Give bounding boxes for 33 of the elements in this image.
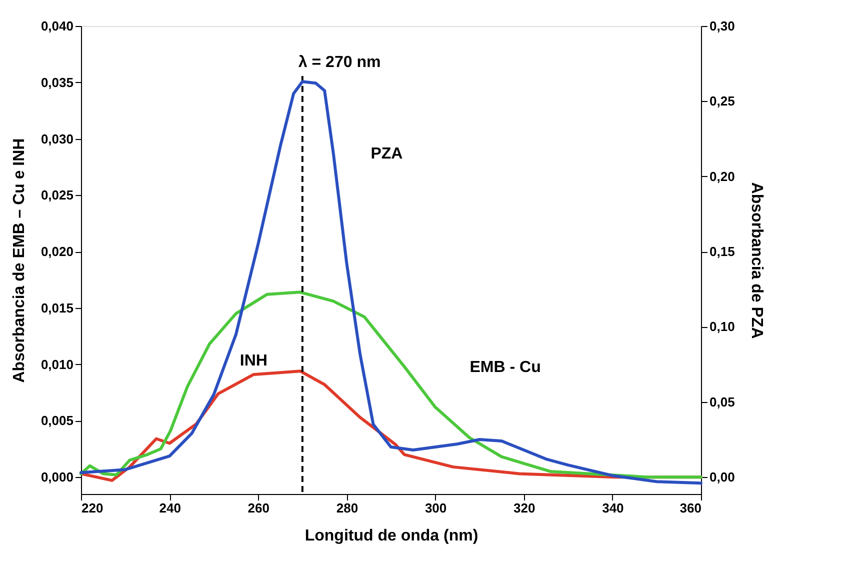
y-tick-label: 0,040 <box>40 18 74 34</box>
x-tick-label: 300 <box>424 500 447 516</box>
y-tick-label: 0,015 <box>40 300 74 316</box>
text: EMB - Cu <box>470 359 541 376</box>
line-series <box>80 80 702 485</box>
y2-tick-label: 0,15 <box>710 244 735 260</box>
x-tick-label: 340 <box>602 500 624 516</box>
line-series <box>80 290 702 479</box>
y-tick-label: 0,010 <box>40 356 74 372</box>
y2-tick-label: 0,25 <box>710 94 735 109</box>
y2-tick-label: 0,00 <box>710 470 735 485</box>
y-tick-label: 0,005 <box>40 413 74 428</box>
y2-tick-label: 0,20 <box>710 168 735 184</box>
x-tick-label: 240 <box>159 500 181 516</box>
x-tick-label: 220 <box>82 500 104 516</box>
x-axis-title: Longitud de onda (nm) <box>304 528 478 544</box>
x-tick-label: 360 <box>680 500 702 516</box>
y-tick-label: 0,020 <box>40 244 74 260</box>
y-axis-title: Absorbancia de EMB – Cu e INH <box>10 138 28 383</box>
y-tick-label: 0,000 <box>40 470 74 485</box>
x-tick-label: 260 <box>248 500 270 516</box>
y2-axis-title: Absorbancia de PZA <box>748 182 765 340</box>
text: PZA <box>370 146 404 163</box>
y-tick-label: 0,025 <box>40 188 74 203</box>
y2-tick-label: 0,30 <box>710 18 735 34</box>
x-tick-label: 320 <box>514 500 536 516</box>
ref-line-label: λ = 270 nm <box>298 54 381 71</box>
series-label: INH <box>240 352 268 370</box>
x-tick-label: 280 <box>336 500 358 516</box>
y2-tick-label: 0,10 <box>710 319 735 334</box>
y-tick-label: 0,035 <box>40 74 74 90</box>
y-tick-label: 0,030 <box>40 131 74 146</box>
y2-tick-label: 0,05 <box>710 394 735 410</box>
